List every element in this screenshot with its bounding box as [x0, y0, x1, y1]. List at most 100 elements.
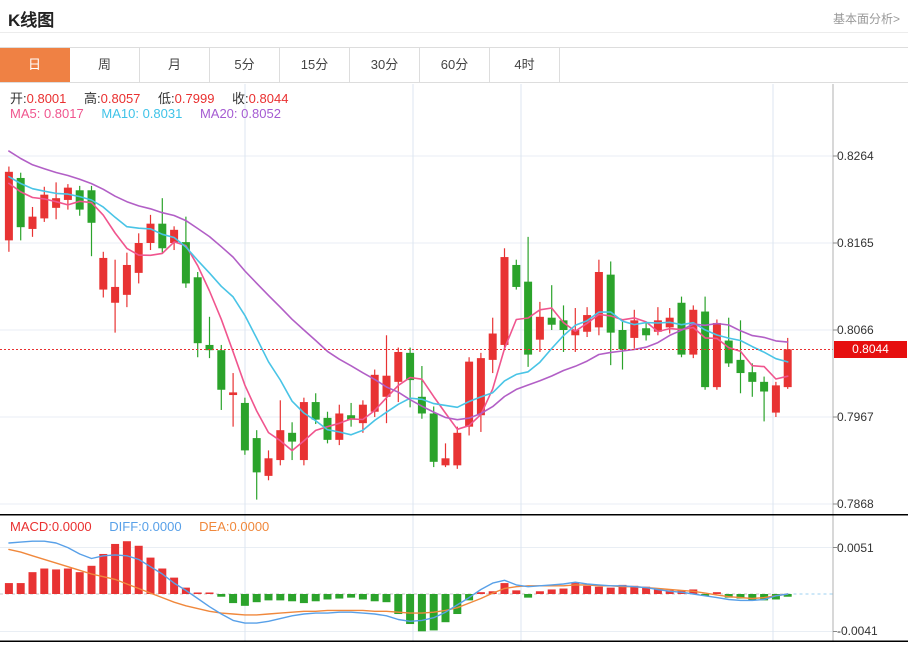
candle[interactable]: [677, 302, 686, 355]
macd-bar[interactable]: [134, 545, 143, 594]
tab-60min[interactable]: 60分: [420, 48, 490, 82]
fundamental-analysis-link[interactable]: 基本面分析>: [832, 12, 900, 26]
macd-bar[interactable]: [323, 594, 332, 600]
macd-bar[interactable]: [476, 592, 485, 594]
macd-bar[interactable]: [382, 594, 391, 603]
tab-day[interactable]: 日: [0, 48, 70, 82]
macd-bar[interactable]: [571, 583, 580, 594]
macd-chart-canvas[interactable]: [0, 514, 908, 642]
candle[interactable]: [75, 190, 84, 210]
macd-bar[interactable]: [193, 592, 202, 595]
candle[interactable]: [642, 328, 651, 336]
candle[interactable]: [358, 404, 367, 424]
candle[interactable]: [618, 330, 627, 350]
candle[interactable]: [134, 243, 143, 273]
macd-bar[interactable]: [783, 594, 792, 597]
candle[interactable]: [335, 413, 344, 440]
macd-bar[interactable]: [335, 594, 344, 599]
candle[interactable]: [52, 198, 61, 208]
candle[interactable]: [288, 432, 297, 442]
macd-bar[interactable]: [347, 594, 356, 598]
candle[interactable]: [217, 350, 226, 390]
candle[interactable]: [394, 351, 403, 382]
macd-bar[interactable]: [559, 588, 568, 594]
candle[interactable]: [453, 432, 462, 466]
candle[interactable]: [99, 257, 108, 290]
tab-4hour[interactable]: 4时: [490, 48, 560, 82]
macd-bar[interactable]: [122, 541, 131, 594]
candle[interactable]: [299, 402, 308, 461]
candle[interactable]: [264, 458, 273, 476]
candle[interactable]: [28, 216, 37, 229]
candle[interactable]: [406, 352, 415, 381]
macd-bar[interactable]: [240, 594, 249, 606]
macd-bar[interactable]: [288, 594, 297, 602]
candle[interactable]: [712, 322, 721, 388]
candle[interactable]: [535, 316, 544, 340]
candle[interactable]: [111, 286, 120, 303]
candle[interactable]: [240, 402, 249, 451]
macd-bar[interactable]: [712, 592, 721, 594]
macd-bar[interactable]: [52, 569, 61, 594]
candle[interactable]: [181, 242, 190, 284]
candle[interactable]: [748, 372, 757, 382]
macd-bar[interactable]: [205, 592, 214, 595]
candle[interactable]: [252, 438, 261, 473]
candle[interactable]: [229, 392, 238, 396]
candle[interactable]: [276, 430, 285, 461]
candle[interactable]: [16, 177, 25, 228]
candle[interactable]: [606, 274, 615, 333]
macd-bar[interactable]: [264, 594, 273, 601]
candle[interactable]: [170, 229, 179, 244]
candle[interactable]: [4, 171, 13, 241]
candle[interactable]: [594, 272, 603, 328]
macd-bar[interactable]: [406, 594, 415, 625]
macd-bar[interactable]: [736, 594, 745, 599]
candle[interactable]: [724, 340, 733, 364]
tab-week[interactable]: 周: [70, 48, 140, 82]
macd-bar[interactable]: [87, 565, 96, 594]
macd-bar[interactable]: [311, 594, 320, 602]
macd-bar[interactable]: [99, 553, 108, 594]
candle[interactable]: [429, 413, 438, 462]
candle[interactable]: [547, 317, 556, 325]
macd-bar[interactable]: [583, 585, 592, 594]
macd-bar[interactable]: [653, 588, 662, 594]
macd-bar[interactable]: [535, 591, 544, 594]
candle[interactable]: [476, 358, 485, 416]
candle[interactable]: [417, 396, 426, 414]
macd-bar[interactable]: [748, 594, 757, 601]
candle[interactable]: [488, 333, 497, 360]
macd-bar[interactable]: [75, 572, 84, 594]
macd-bar[interactable]: [630, 585, 639, 594]
macd-bar[interactable]: [40, 568, 49, 594]
candle[interactable]: [689, 309, 698, 355]
candle[interactable]: [783, 349, 792, 388]
macd-bar[interactable]: [111, 543, 120, 594]
macd-bar[interactable]: [170, 577, 179, 594]
macd-bar[interactable]: [299, 594, 308, 604]
candle[interactable]: [500, 257, 509, 345]
tab-15min[interactable]: 15分: [280, 48, 350, 82]
candle[interactable]: [653, 320, 662, 332]
macd-bar[interactable]: [618, 584, 627, 594]
macd-bar[interactable]: [547, 589, 556, 594]
macd-bar[interactable]: [28, 572, 37, 594]
candle[interactable]: [193, 277, 202, 344]
tab-month[interactable]: 月: [140, 48, 210, 82]
candle[interactable]: [771, 385, 780, 413]
macd-bar[interactable]: [276, 594, 285, 601]
candlestick-chart-canvas[interactable]: [0, 84, 908, 514]
macd-bar[interactable]: [394, 594, 403, 615]
candle[interactable]: [311, 402, 320, 420]
macd-bar[interactable]: [665, 590, 674, 594]
candle[interactable]: [40, 194, 49, 219]
macd-bar[interactable]: [701, 594, 710, 596]
macd-bar[interactable]: [453, 594, 462, 615]
candle[interactable]: [146, 223, 155, 244]
candle[interactable]: [630, 320, 639, 338]
candle[interactable]: [158, 223, 167, 249]
candle[interactable]: [571, 330, 580, 336]
candle[interactable]: [370, 374, 379, 412]
macd-bar[interactable]: [771, 594, 780, 600]
